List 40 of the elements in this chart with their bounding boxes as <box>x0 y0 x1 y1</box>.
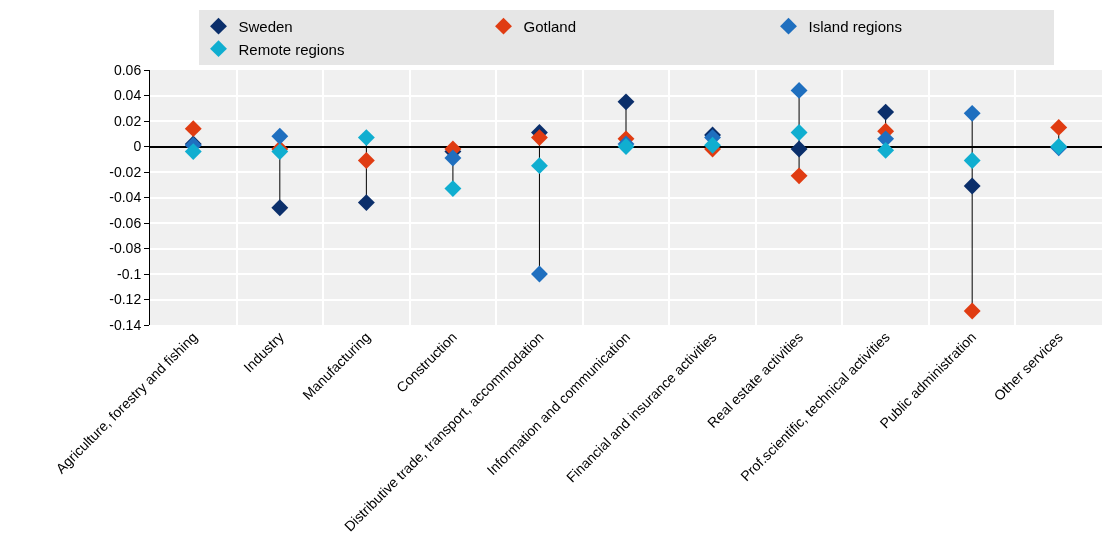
point <box>617 93 635 111</box>
point <box>531 129 548 147</box>
y-tick-label: 0.04 <box>113 87 142 104</box>
y-tick-label: -0.12 <box>109 291 142 308</box>
point <box>531 157 548 175</box>
point <box>357 194 375 212</box>
point <box>963 177 981 195</box>
point <box>790 124 808 141</box>
point <box>444 180 462 198</box>
point <box>790 81 808 99</box>
y-tick-label: -0.14 <box>109 316 142 333</box>
point <box>963 302 981 320</box>
point <box>1050 118 1068 136</box>
point <box>531 265 548 283</box>
y-tick-label: -0.02 <box>109 163 142 180</box>
point <box>877 103 895 121</box>
point <box>184 120 202 138</box>
point <box>271 199 289 217</box>
point <box>963 104 981 122</box>
point <box>184 143 202 161</box>
y-tick-label: 0 <box>133 138 142 155</box>
point <box>357 152 375 169</box>
point <box>271 127 289 145</box>
y-tick-label: 0.02 <box>113 112 142 129</box>
point <box>963 152 981 169</box>
y-tick-label: -0.06 <box>109 214 142 231</box>
point <box>790 167 808 185</box>
y-tick-label: -0.1 <box>117 265 142 282</box>
legend-label: Gotland <box>523 18 577 35</box>
legend-label: Remote regions <box>238 40 345 58</box>
point <box>704 136 721 154</box>
point <box>444 149 462 167</box>
point <box>357 129 375 147</box>
y-tick-label: -0.08 <box>109 240 142 257</box>
point <box>877 141 895 159</box>
legend-label: Island regions <box>808 18 902 35</box>
y-tick-label: -0.04 <box>109 189 142 206</box>
legend-label: Sweden <box>238 18 293 35</box>
point <box>790 140 808 158</box>
y-tick-label: 0.06 <box>113 61 142 78</box>
